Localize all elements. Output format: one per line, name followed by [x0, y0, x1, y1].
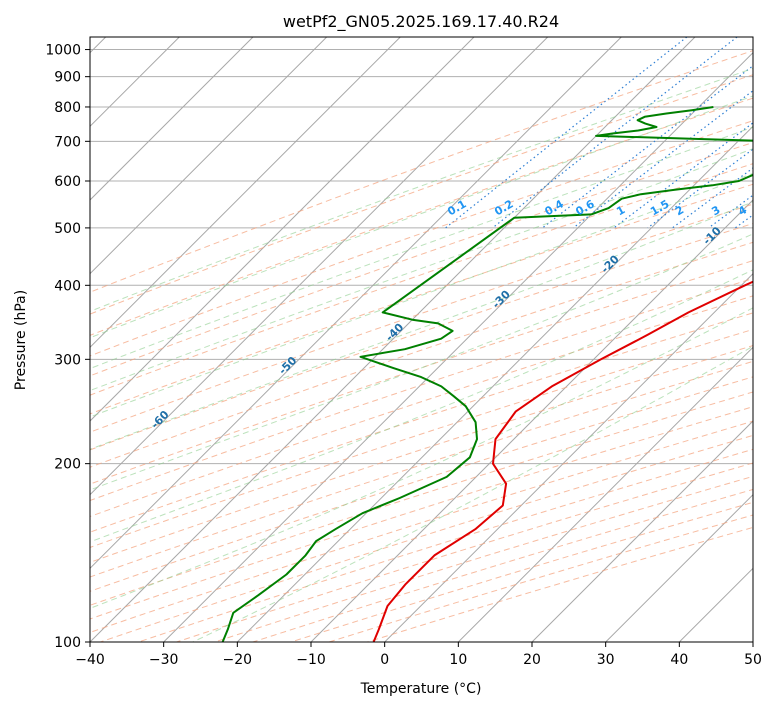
y-axis-title: Pressure (hPa) — [13, 290, 29, 390]
dry-adiabat-line — [90, 312, 753, 533]
x-tick-label: 50 — [744, 652, 762, 668]
isotherm-line — [236, 125, 753, 642]
mixing-ratio-line — [492, 37, 738, 229]
isotherm-line — [310, 199, 753, 642]
x-axis-title: Temperature (°C) — [360, 681, 482, 697]
moist-adiabat-line — [90, 233, 753, 491]
dry-adiabat-line — [90, 222, 753, 451]
dry-adiabat-line — [90, 391, 753, 606]
isotherm-line — [90, 37, 475, 422]
x-tick-label: 0 — [380, 652, 389, 668]
y-tick-label: 400 — [54, 278, 81, 294]
series-layer — [221, 106, 753, 642]
dewpoint-profile-line — [221, 106, 753, 642]
y-tick-label: 800 — [54, 100, 81, 116]
x-tick-label: 10 — [449, 652, 467, 668]
dry-adiabat-line — [90, 260, 753, 485]
dry-adiabat-line — [90, 97, 753, 336]
mixing-ratio-line — [672, 167, 753, 229]
moist-adiabat-line — [90, 172, 753, 418]
mixing-ratio-line — [647, 148, 753, 229]
isotherm-line — [384, 272, 753, 642]
isotherm-line — [90, 37, 328, 275]
y-tick-label: 900 — [54, 70, 81, 86]
dry-adiabat-line — [90, 141, 753, 377]
isotherm-line — [605, 493, 753, 642]
chart-title: wetPf2_GN05.2025.169.17.40.R24 — [283, 12, 559, 32]
isotherm-line — [90, 37, 696, 642]
y-axis: 100 200 300 400 500 600 700 800 900 1000 — [45, 43, 90, 651]
y-tick-label: 100 — [54, 635, 81, 651]
moist-adiabat-line — [90, 67, 753, 312]
dry-adiabat-line — [90, 328, 753, 548]
x-tick-label: −30 — [149, 652, 179, 668]
x-tick-label: 40 — [670, 652, 688, 668]
moist-adiabat-line — [90, 126, 753, 370]
mixing-ratio-layer — [445, 37, 753, 229]
dry-adiabat-line — [90, 120, 753, 357]
adiabat-layer — [90, 50, 753, 642]
moist-adiabat-line — [90, 95, 753, 339]
dry-adiabat-line — [90, 50, 753, 293]
mixing-ratio-line — [445, 37, 688, 229]
x-axis: −40 −30 −20 −10 0 10 20 30 40 50 — [75, 642, 762, 668]
y-tick-label: 200 — [54, 457, 81, 473]
x-tick-label: −20 — [223, 652, 253, 668]
moist-adiabat-line — [192, 345, 753, 642]
x-tick-label: 30 — [597, 652, 615, 668]
dry-adiabat-line — [90, 360, 753, 578]
moist-adiabat-line — [90, 201, 753, 450]
x-tick-label: 20 — [523, 652, 541, 668]
plot-frame — [89, 36, 754, 643]
dry-adiabat-line — [90, 203, 753, 433]
y-tick-label: 1000 — [45, 43, 81, 59]
y-tick-label: 300 — [54, 352, 81, 368]
x-tick-label: −10 — [296, 652, 326, 668]
y-tick-label: 700 — [54, 134, 81, 150]
isotherm-line — [90, 37, 254, 201]
isotherm-layer — [90, 37, 753, 642]
mixing-ratio-line — [572, 89, 753, 229]
dry-adiabat-line — [90, 163, 753, 396]
dry-adiabat-line — [90, 74, 753, 315]
dry-adiabat-line — [90, 278, 753, 502]
isotherm-line — [90, 37, 622, 570]
isotherm-line — [90, 37, 549, 496]
y-tick-label: 500 — [54, 221, 81, 237]
isotherm-line — [457, 346, 753, 642]
temperature-profile-line — [372, 280, 753, 642]
x-tick-label: −40 — [75, 652, 105, 668]
isotherm-line — [531, 420, 753, 642]
y-tick-label: 600 — [54, 174, 81, 190]
isotherm-line — [90, 37, 401, 349]
